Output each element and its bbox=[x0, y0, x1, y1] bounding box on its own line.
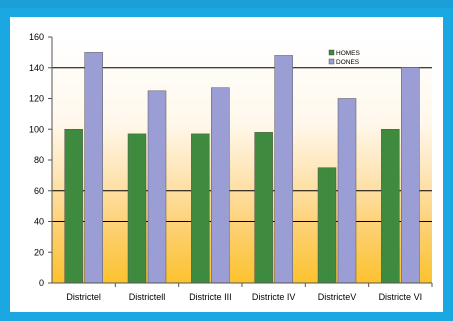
plot-area bbox=[52, 37, 432, 283]
bar-homes-0 bbox=[64, 129, 83, 284]
bar-homes-5 bbox=[381, 129, 400, 284]
y-tick-label: 60 bbox=[34, 186, 44, 196]
x-tick-label: DistricteV bbox=[318, 292, 357, 302]
bar-dones-4 bbox=[337, 98, 357, 284]
x-tick-label: Districte III bbox=[189, 292, 232, 302]
bar-homes-2 bbox=[191, 133, 210, 284]
y-tick-label: 100 bbox=[29, 124, 44, 134]
legend-label-dones: DONES bbox=[336, 59, 360, 66]
y-tick-label: 140 bbox=[29, 63, 44, 73]
legend-swatch-dones bbox=[328, 58, 335, 65]
y-tick-label: 80 bbox=[34, 155, 44, 165]
x-tick-label: Districtell bbox=[129, 292, 166, 302]
x-tick-label: Districte IV bbox=[252, 292, 296, 302]
bar-dones-5 bbox=[401, 67, 420, 284]
x-tick-label: Districte VI bbox=[379, 292, 423, 302]
y-tick-label: 20 bbox=[34, 247, 44, 257]
legend-swatch-homes bbox=[328, 49, 335, 56]
bar-dones-0 bbox=[84, 52, 103, 284]
bar-homes-3 bbox=[254, 132, 273, 284]
y-tick-label: 0 bbox=[39, 278, 44, 288]
bar-dones-2 bbox=[211, 87, 230, 284]
bar-dones-3 bbox=[274, 55, 293, 284]
bar-homes-4 bbox=[317, 167, 337, 284]
legend-label-homes: HOMES bbox=[336, 50, 361, 57]
bar-homes-1 bbox=[127, 133, 147, 284]
legend: HOMES DONES bbox=[328, 49, 361, 66]
y-tick-label: 40 bbox=[34, 217, 44, 227]
x-tick-label: Districtel bbox=[66, 292, 101, 302]
top-strip bbox=[0, 0, 453, 8]
y-tick-label: 120 bbox=[29, 94, 44, 104]
y-tick-label: 160 bbox=[29, 32, 44, 42]
bar-dones-1 bbox=[147, 90, 167, 284]
